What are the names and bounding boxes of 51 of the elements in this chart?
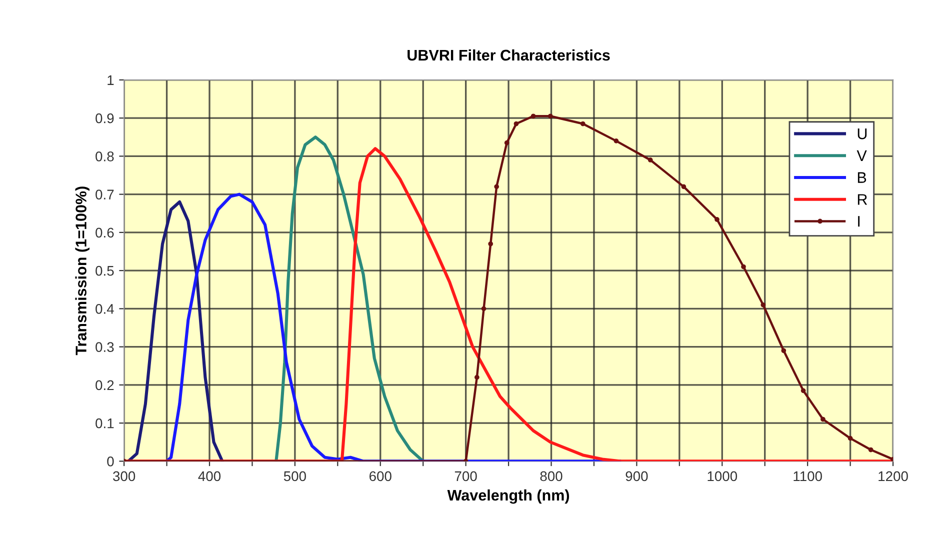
point: [481, 306, 486, 312]
y-tick-label: 0.5: [96, 266, 114, 276]
x-tick-label: 700: [454, 471, 477, 482]
x-tick-label: 1000: [708, 471, 738, 482]
y-tick-label: 1: [108, 75, 114, 85]
legend-label: I: [858, 216, 860, 227]
point: [781, 348, 786, 354]
point: [514, 121, 519, 126]
point: [714, 217, 720, 222]
point: [648, 158, 653, 162]
point: [848, 436, 853, 441]
x-axis-title: Wavelength (nm): [447, 489, 570, 504]
x-tick-label: 1200: [878, 471, 908, 482]
y-tick-label: 0.6: [96, 228, 114, 238]
point: [741, 264, 746, 270]
y-tick-label: 0.4: [96, 304, 114, 314]
x-tick-label: 600: [370, 471, 392, 482]
point: [548, 114, 553, 119]
line-series: [274, 136, 425, 462]
legend-label: U: [858, 128, 867, 140]
y-axis-title: Transmission (1=100%): [75, 186, 90, 356]
point: [614, 138, 619, 144]
point: [760, 302, 766, 308]
point: [820, 416, 826, 422]
point: [488, 241, 494, 246]
x-tick-label: 1100: [794, 471, 822, 482]
line-series: [126, 200, 224, 462]
x-tick-label: 300: [113, 471, 136, 482]
point: [580, 121, 586, 126]
legend-label: R: [858, 194, 868, 205]
point: [681, 184, 686, 190]
point: [474, 374, 480, 380]
legend-label: V: [856, 150, 867, 161]
y-tick-label: 0.8: [96, 152, 114, 162]
point: [530, 114, 536, 119]
x-tick-label: 800: [540, 471, 562, 482]
point: [868, 447, 874, 452]
y-tick-label: 0.1: [96, 418, 114, 428]
x-tick-label: 400: [198, 471, 221, 482]
chart-title: UBVRI Filter Characteristics: [408, 49, 610, 61]
y-tick-label: 0.9: [96, 113, 114, 124]
point: [504, 140, 510, 146]
x-tick-label: 900: [626, 471, 648, 482]
x-tick-label: 500: [284, 471, 306, 482]
point: [494, 184, 500, 190]
y-tick-label: 0.2: [96, 380, 114, 390]
y-tick-label: 0.3: [96, 342, 114, 352]
point: [800, 388, 806, 394]
legend-label: B: [858, 172, 866, 183]
y-tick-label: 0.7: [96, 190, 114, 200]
y-tick-label: 0: [107, 456, 114, 466]
